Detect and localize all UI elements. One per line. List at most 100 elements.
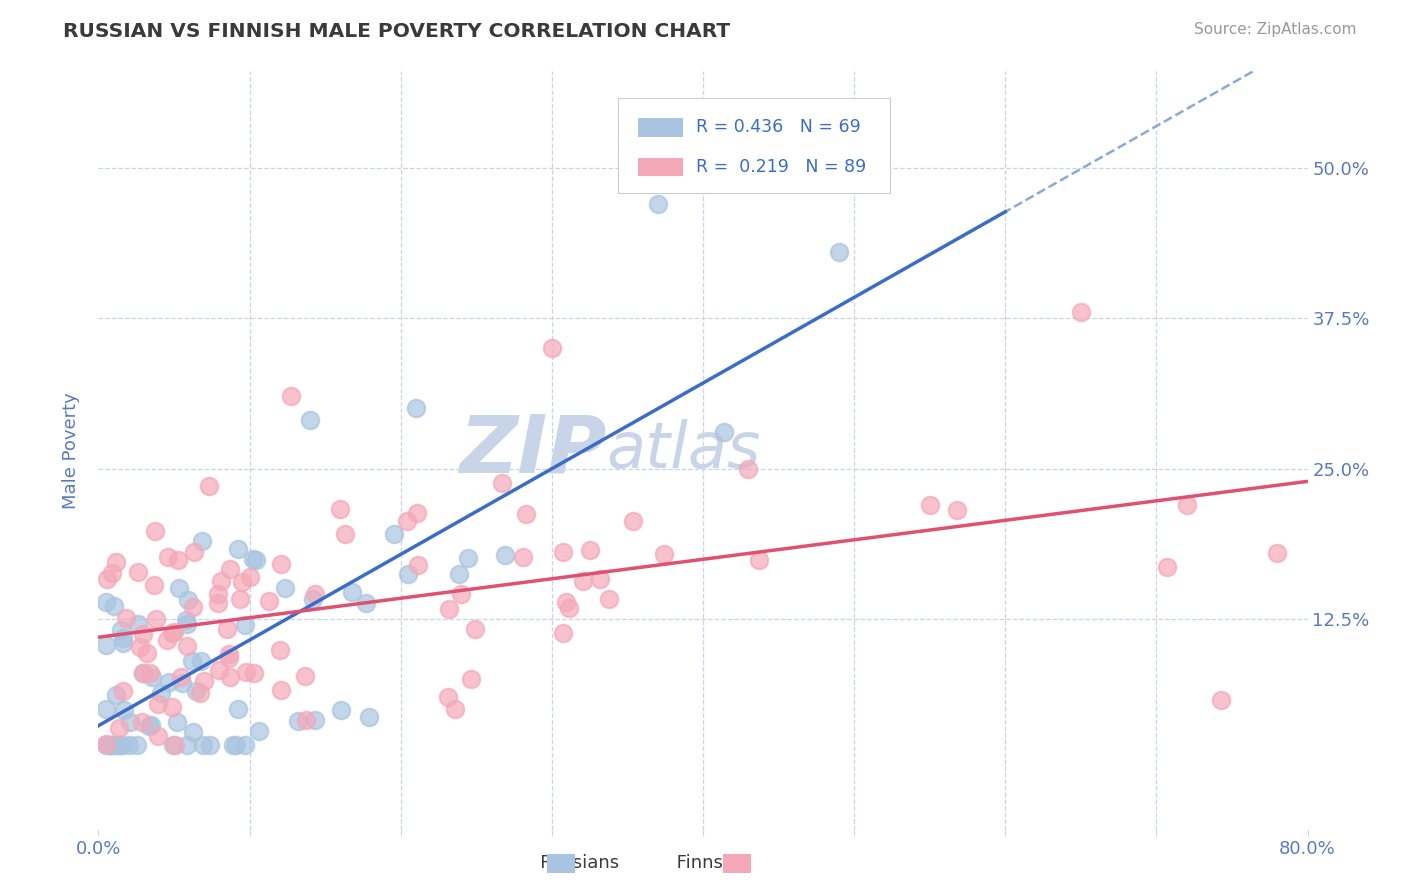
Point xyxy=(405,506,427,520)
Point xyxy=(94,737,117,751)
Point xyxy=(270,557,292,571)
Point xyxy=(170,670,193,684)
Point xyxy=(94,639,117,653)
Point xyxy=(737,461,759,475)
Point xyxy=(235,665,257,679)
Point xyxy=(828,244,851,259)
Point xyxy=(181,725,204,739)
Point xyxy=(512,549,534,564)
Point xyxy=(129,640,152,655)
Point xyxy=(176,639,198,653)
Point xyxy=(111,636,134,650)
Point xyxy=(247,723,270,738)
Point xyxy=(193,673,215,688)
Point xyxy=(132,665,155,680)
Point xyxy=(100,739,122,753)
FancyBboxPatch shape xyxy=(619,98,890,193)
Point xyxy=(211,574,233,588)
Point xyxy=(621,514,644,528)
Point xyxy=(215,623,238,637)
Point xyxy=(748,553,770,567)
Text: ZIP: ZIP xyxy=(458,411,606,490)
Point xyxy=(553,626,575,640)
Point xyxy=(127,739,149,753)
Point xyxy=(108,739,131,753)
Point xyxy=(146,697,169,711)
Point xyxy=(406,558,429,572)
Point xyxy=(100,739,122,753)
Point xyxy=(166,715,188,730)
Point xyxy=(191,739,214,753)
Point xyxy=(167,553,190,567)
Point xyxy=(138,719,160,733)
Point xyxy=(1211,693,1233,707)
Point xyxy=(127,565,149,579)
Point xyxy=(207,587,229,601)
Point xyxy=(572,574,595,588)
Point xyxy=(304,587,326,601)
Point xyxy=(299,413,322,427)
Point xyxy=(1175,498,1198,512)
Point xyxy=(174,613,197,627)
Point xyxy=(103,599,125,613)
Point xyxy=(436,690,458,704)
Point xyxy=(233,739,256,753)
Point xyxy=(141,670,163,684)
Text: RUSSIAN VS FINNISH MALE POVERTY CORRELATION CHART: RUSSIAN VS FINNISH MALE POVERTY CORRELAT… xyxy=(63,22,730,41)
Point xyxy=(94,739,117,753)
Point xyxy=(1156,559,1178,574)
Point xyxy=(94,595,117,609)
Point xyxy=(148,729,170,743)
Point xyxy=(176,616,198,631)
Point xyxy=(242,666,264,681)
Point xyxy=(457,551,479,566)
Point xyxy=(302,592,325,607)
Point xyxy=(183,544,205,558)
Point xyxy=(1267,546,1289,560)
Point xyxy=(598,591,620,606)
Point xyxy=(713,425,735,439)
Point xyxy=(110,623,132,637)
Point xyxy=(131,627,153,641)
Point xyxy=(551,545,574,559)
Point xyxy=(156,633,179,648)
Point xyxy=(647,196,669,211)
Point xyxy=(105,739,128,753)
Point xyxy=(329,703,352,717)
Point xyxy=(118,739,141,753)
Point xyxy=(652,547,675,561)
Point xyxy=(226,542,249,557)
Text: R = 0.436   N = 69: R = 0.436 N = 69 xyxy=(696,119,860,136)
Point xyxy=(96,572,118,586)
Point xyxy=(342,584,364,599)
Point xyxy=(304,713,326,727)
Point xyxy=(222,739,245,753)
Point xyxy=(491,476,513,491)
Point xyxy=(163,624,186,639)
Point xyxy=(111,684,134,698)
Point xyxy=(139,666,162,681)
Point xyxy=(94,702,117,716)
Point xyxy=(259,594,281,608)
Text: Source: ZipAtlas.com: Source: ZipAtlas.com xyxy=(1194,22,1357,37)
Point xyxy=(98,739,121,753)
Point xyxy=(139,718,162,732)
Point xyxy=(143,578,166,592)
Point xyxy=(557,600,579,615)
Point xyxy=(447,566,470,581)
Y-axis label: Male Poverty: Male Poverty xyxy=(62,392,80,508)
Point xyxy=(231,575,253,590)
Text: Russians          Finns: Russians Finns xyxy=(501,855,723,872)
FancyBboxPatch shape xyxy=(638,119,683,136)
Point xyxy=(188,686,211,700)
Text: atlas: atlas xyxy=(606,419,761,482)
Point xyxy=(437,602,460,616)
Point xyxy=(115,611,138,625)
Point xyxy=(1070,305,1092,319)
Point xyxy=(540,341,562,355)
Point xyxy=(405,401,427,416)
Point xyxy=(198,479,221,493)
Point xyxy=(333,527,356,541)
Point xyxy=(354,596,377,610)
Point xyxy=(176,592,198,607)
